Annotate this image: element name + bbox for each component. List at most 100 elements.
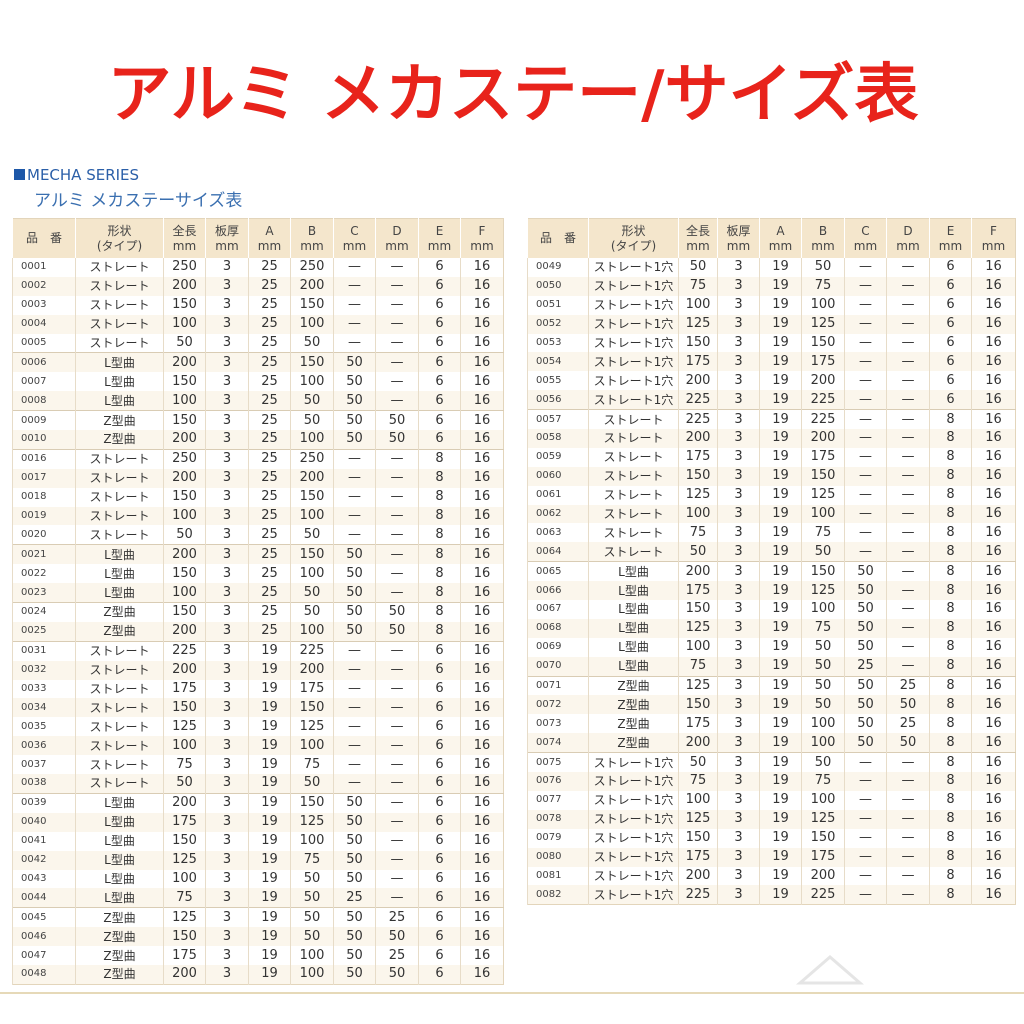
cell-length: 200 [678, 733, 718, 753]
cell-length: 150 [163, 602, 206, 622]
cell-e: 6 [418, 430, 461, 450]
cell-b: 200 [801, 866, 845, 886]
table-row: 0067 L型曲 150 3 19 100 50—8 16 [527, 600, 1016, 619]
cell-f: 16 [971, 390, 1016, 410]
cell-e: 6 [418, 698, 461, 718]
cell-f: 16 [460, 333, 504, 353]
cell-a: 19 [759, 637, 802, 657]
cell-id: 0079 [527, 828, 589, 848]
header-text: mm [342, 238, 367, 253]
cell-type: Z型曲 [75, 946, 164, 965]
cell-e: 6 [418, 410, 461, 431]
cell-b: 200 [290, 276, 334, 296]
cell-a: 19 [248, 888, 291, 908]
cell-type: ストレート1穴 [588, 847, 679, 867]
header-text: 板厚 [214, 223, 239, 238]
cell-c: — [333, 276, 376, 296]
cell-id: 0075 [527, 752, 589, 773]
cell-a: 25 [248, 468, 291, 488]
cell-e: 8 [418, 602, 461, 622]
cell-f: 16 [460, 774, 504, 794]
cell-type: L型曲 [588, 637, 679, 657]
cell-b: 250 [290, 448, 334, 469]
cell-type: ストレート [588, 523, 679, 543]
cell-type: ストレート [75, 448, 164, 469]
cell-d: — [375, 736, 419, 756]
cell-c: 50 [333, 621, 376, 642]
cell-length: 150 [163, 698, 206, 718]
header-text: mm [896, 238, 920, 253]
table-row: 0080 ストレート1穴 175 3 19 175— —8 16 [527, 847, 1016, 867]
cell-a: 25 [248, 295, 291, 315]
cell-f: 16 [971, 258, 1016, 277]
cell-e: 8 [418, 564, 461, 584]
cell-e: 6 [418, 736, 461, 756]
cell-length: 175 [678, 581, 718, 601]
cell-d: — [886, 447, 930, 467]
header-text: mm [726, 238, 751, 253]
cell-length: 150 [678, 466, 718, 486]
cell-e: 6 [418, 888, 461, 908]
cell-f: 16 [460, 907, 504, 928]
table-row: 0021 L型曲 200 3 25 150 50—8 16 [12, 544, 504, 565]
table-row: 0022 L型曲 150 3 25 100 50—8 16 [12, 564, 504, 584]
cell-thickness: 3 [205, 792, 249, 813]
cell-f: 16 [971, 675, 1016, 696]
cell-length: 75 [678, 656, 718, 677]
table-row: 0018 ストレート 150 3 25 150— —8 16 [12, 487, 504, 507]
cell-b: 50 [801, 675, 845, 696]
table-row: 0056 ストレート1穴 225 3 19 225— —6 16 [527, 390, 1016, 410]
cell-id: 0035 [12, 717, 76, 737]
cell-c: 50 [333, 564, 376, 584]
cell-d: — [375, 888, 419, 908]
cell-thickness: 3 [717, 390, 760, 410]
cell-thickness: 3 [205, 964, 249, 985]
cell-b: 150 [290, 352, 334, 373]
cell-thickness: 3 [717, 618, 760, 638]
cell-e: 8 [929, 733, 972, 753]
cell-type: L型曲 [588, 561, 679, 582]
cell-id: 0040 [12, 812, 76, 832]
cell-a: 25 [248, 276, 291, 296]
cell-a: 19 [248, 660, 291, 680]
table-row: 0048 Z型曲 200 3 19 100 50 50 6 16 [12, 964, 504, 985]
cell-f: 16 [971, 466, 1016, 486]
cell-c: 50 [844, 733, 887, 753]
cell-e: 8 [929, 600, 972, 619]
cell-b: 100 [290, 831, 334, 851]
cell-type: ストレート [75, 640, 164, 661]
cell-length: 100 [678, 504, 718, 524]
cell-f: 16 [971, 618, 1016, 638]
cell-e: 6 [929, 333, 972, 353]
cell-a: 19 [759, 828, 802, 848]
cell-a: 19 [759, 333, 802, 353]
cell-d: — [375, 372, 419, 392]
cell-id: 0059 [527, 447, 589, 467]
cell-a: 19 [759, 295, 802, 315]
cell-type: L型曲 [75, 564, 164, 584]
cell-c: 50 [333, 792, 376, 813]
cell-c: — [333, 717, 376, 737]
cell-id: 0021 [12, 544, 76, 565]
table-row: 0001 ストレート 250 3 25 250— —6 16 [12, 258, 504, 277]
cell-length: 125 [163, 717, 206, 737]
cell-id: 0023 [12, 583, 76, 603]
cell-length: 100 [678, 790, 718, 810]
cell-type: L型曲 [75, 812, 164, 832]
cell-d: — [886, 772, 930, 791]
cell-thickness: 3 [717, 409, 760, 430]
cell-d: 50 [375, 430, 419, 450]
cell-thickness: 3 [717, 371, 760, 391]
cell-type: L型曲 [588, 618, 679, 638]
cell-a: 19 [759, 600, 802, 619]
table-row: 0055 ストレート1穴 200 3 19 200— —6 16 [527, 371, 1016, 391]
cell-f: 16 [460, 295, 504, 315]
cell-c: 50 [844, 561, 887, 582]
cell-b: 175 [290, 679, 334, 699]
cell-type: ストレート1穴 [588, 333, 679, 353]
cell-f: 16 [460, 276, 504, 296]
cell-a: 25 [248, 352, 291, 373]
cell-d: — [886, 866, 930, 886]
